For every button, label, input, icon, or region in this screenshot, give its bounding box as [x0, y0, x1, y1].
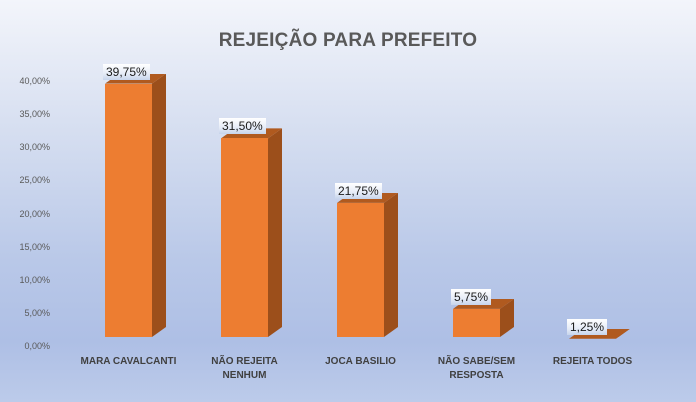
y-tick-label: 20,00%	[19, 208, 50, 219]
x-category-label: NÃO REJEITA NENHUM	[211, 356, 278, 381]
data-label: 21,75%	[335, 182, 382, 199]
x-category-label: NÃO SABE/SEM RESPOSTA	[437, 356, 516, 381]
y-tick-label: 0,00%	[24, 341, 50, 351]
y-tick-label: 10,00%	[19, 274, 50, 285]
bar-side	[500, 299, 514, 337]
data-label: 31,50%	[219, 118, 266, 135]
data-label: 39,75%	[103, 63, 150, 80]
bar-side	[384, 193, 398, 337]
y-tick-label: 5,00%	[24, 307, 50, 318]
bar-front	[105, 83, 152, 337]
bar-side	[152, 74, 166, 337]
y-tick-label: 40,00%	[19, 76, 50, 86]
data-label: 5,75%	[451, 288, 492, 305]
bar-front	[221, 138, 268, 337]
y-tick-label: 15,00%	[19, 241, 50, 252]
bar-side	[268, 128, 282, 337]
x-category-label: JOCA BASILIO	[325, 356, 396, 367]
x-category-label: REJEITA TODOS	[552, 356, 633, 367]
y-tick-label: 30,00%	[19, 142, 50, 153]
data-label: 1,25%	[567, 318, 608, 335]
y-tick-label: 25,00%	[19, 175, 50, 186]
y-tick-label: 35,00%	[19, 109, 50, 120]
x-category-label: MARA CAVALCANTI	[80, 356, 177, 367]
chart-title: REJEIÇÃO PARA PREFEITO	[218, 30, 478, 51]
bar-front	[337, 202, 384, 337]
bar-front	[453, 308, 500, 337]
